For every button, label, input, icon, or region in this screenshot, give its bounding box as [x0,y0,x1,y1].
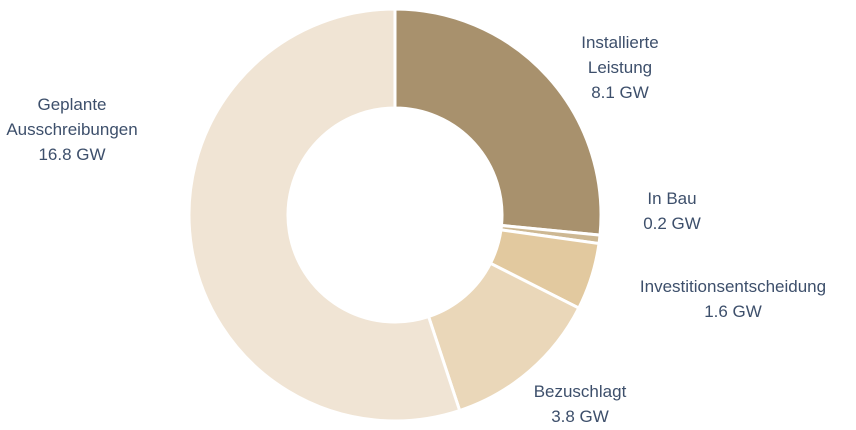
category-label: Geplante Ausschreibungen [6,95,138,139]
value-label: 3.8 GW [551,407,609,426]
donut-slice [187,7,462,423]
slice-label: Investitionsentscheidung 1.6 GW [603,274,856,324]
slice-label: Installierte Leistung 8.1 GW [560,30,680,105]
category-label: Investitionsentscheidung [639,277,827,296]
category-label: Bezuschlagt [533,382,627,401]
value-label: 16.8 GW [38,145,106,164]
donut-slice [393,7,603,237]
slice-label: Bezuschlagt 3.8 GW [480,379,680,429]
category-label: In Bau [647,189,697,208]
value-label: 1.6 GW [704,302,762,321]
value-label: 8.1 GW [591,83,649,102]
value-label: 0.2 GW [643,214,701,233]
slice-label: In Bau 0.2 GW [572,186,772,236]
category-label: Installierte Leistung [581,33,659,77]
slice-label: Geplante Ausschreibungen 16.8 GW [0,92,147,167]
